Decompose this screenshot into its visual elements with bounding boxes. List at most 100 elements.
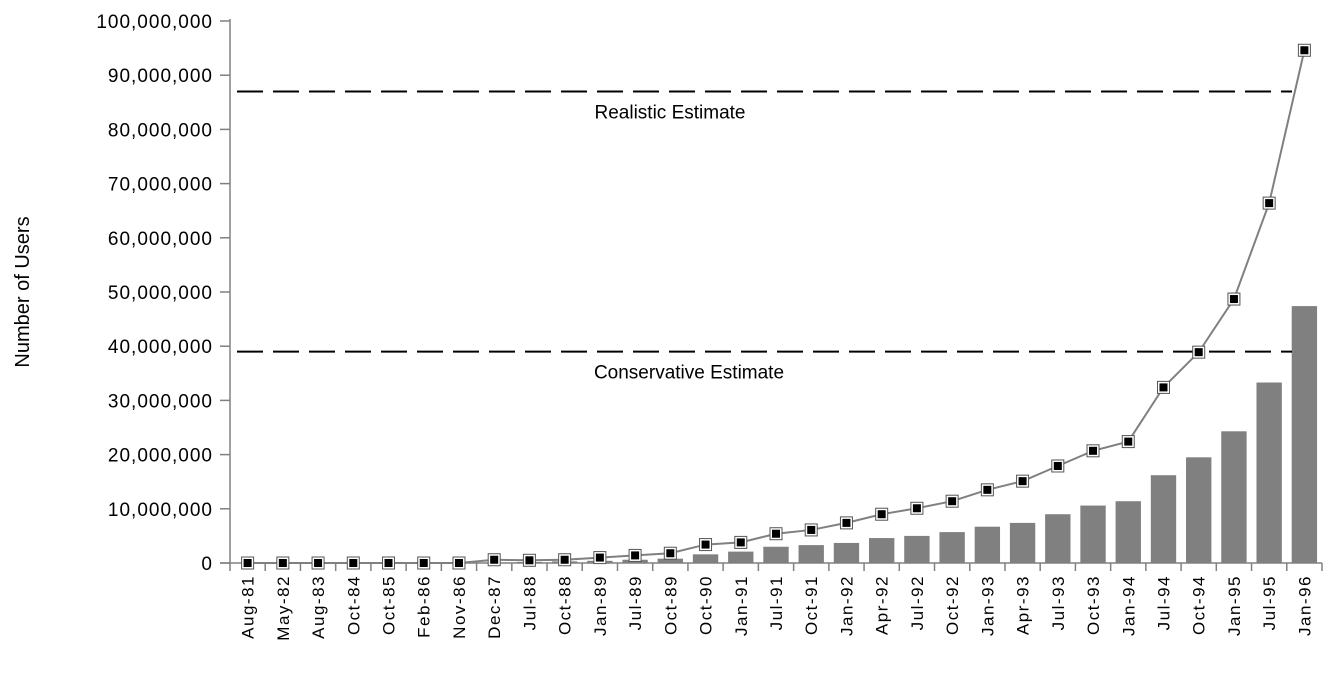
line-point — [663, 546, 677, 560]
line-point — [452, 556, 466, 570]
line-point — [346, 556, 360, 570]
x-tick-label: Oct-89 — [661, 575, 680, 635]
bar — [1256, 382, 1282, 563]
x-tick-label: Jul-95 — [1260, 575, 1279, 630]
bars-layer — [481, 306, 1318, 563]
line-point — [628, 548, 642, 562]
reference-line-label: Conservative Estimate — [594, 363, 784, 384]
reference-line-label: Realistic Estimate — [595, 102, 746, 123]
x-tick-label: Jan-92 — [837, 575, 856, 636]
x-tick-label: Jul-89 — [626, 575, 645, 630]
bar — [1080, 505, 1106, 563]
y-tick-label: 0 — [201, 554, 213, 575]
line-point — [804, 523, 818, 537]
y-tick-label: 80,000,000 — [108, 120, 213, 141]
x-tick-label: Jan-91 — [732, 575, 751, 636]
bar — [904, 535, 930, 563]
bar — [728, 551, 754, 563]
bar — [939, 532, 965, 563]
x-tick-label: May-82 — [274, 575, 293, 641]
bar — [1045, 514, 1071, 563]
x-tick-label: Dec-87 — [485, 575, 504, 639]
line-point — [593, 551, 607, 565]
line-point — [417, 556, 431, 570]
reference-lines-layer — [237, 90, 1292, 353]
line-point — [1156, 380, 1170, 394]
bar — [763, 546, 789, 563]
x-tick-label: Oct-92 — [943, 575, 962, 635]
line-point — [769, 527, 783, 541]
line-point — [558, 553, 572, 567]
line-point — [487, 553, 501, 567]
x-tick-label: Apr-92 — [873, 575, 892, 635]
y-tick-label: 50,000,000 — [108, 283, 213, 304]
line-series-layer — [241, 43, 1311, 570]
bar — [798, 545, 824, 563]
line-point — [1227, 292, 1241, 306]
bar — [657, 558, 684, 563]
x-tick-label: Jan-89 — [591, 575, 610, 636]
y-tick-label: 90,000,000 — [108, 66, 213, 87]
line-point — [699, 538, 713, 552]
x-tick-label: Oct-88 — [556, 575, 575, 635]
y-tick-label: 30,000,000 — [108, 391, 213, 412]
x-tick-label: Jul-88 — [520, 575, 539, 630]
x-tick-label: Jul-91 — [767, 575, 786, 630]
y-tick-label: 100,000,000 — [96, 12, 213, 33]
bar — [1115, 501, 1141, 563]
x-tick-label: Oct-85 — [380, 575, 399, 635]
line-point — [1121, 435, 1135, 449]
x-tick-label: Oct-90 — [697, 575, 716, 635]
line-point — [241, 556, 255, 570]
x-tick-label: Jul-92 — [908, 575, 927, 630]
bar — [1291, 306, 1318, 563]
x-tick-label: Oct-91 — [802, 575, 821, 635]
line-point — [382, 556, 396, 570]
line-point — [910, 501, 924, 515]
bar — [974, 526, 1001, 563]
line-point — [1016, 474, 1030, 488]
bar — [833, 542, 860, 563]
line-point — [980, 483, 994, 497]
y-tick-label: 10,000,000 — [108, 500, 213, 521]
x-tick-label: Aug-81 — [239, 575, 258, 639]
x-tick-label: Apr-93 — [1014, 575, 1033, 635]
line-point — [1051, 459, 1065, 473]
line-point — [945, 494, 959, 508]
x-tick-label: Nov-86 — [450, 575, 469, 639]
x-tick-label: Feb-86 — [415, 575, 434, 638]
y-tick-label: 20,000,000 — [108, 446, 213, 467]
x-tick-label: Jan-94 — [1119, 575, 1138, 636]
x-tick-label: Jan-96 — [1295, 575, 1314, 636]
x-tick-label: Jan-95 — [1225, 575, 1244, 636]
line-point — [1297, 43, 1311, 57]
bar — [692, 554, 719, 563]
line-point — [839, 516, 853, 530]
line-point — [1192, 345, 1206, 359]
bar — [1186, 457, 1212, 563]
line-point — [311, 556, 325, 570]
line-point — [1262, 196, 1276, 210]
x-tick-label: Aug-83 — [309, 575, 328, 639]
x-tick-label: Jan-93 — [978, 575, 997, 636]
x-tick-label: Oct-93 — [1084, 575, 1103, 635]
bar — [1150, 475, 1177, 563]
x-tick-label: Jul-94 — [1154, 575, 1173, 630]
bar — [868, 538, 895, 563]
line-point — [276, 556, 290, 570]
x-tick-label: Oct-94 — [1190, 575, 1209, 635]
line-point — [875, 507, 889, 521]
x-tick-label: Oct-84 — [344, 575, 363, 635]
line-point — [1086, 444, 1100, 458]
x-tick-label: Jul-93 — [1049, 575, 1068, 630]
series-line — [247, 50, 1306, 564]
y-tick-label: 60,000,000 — [108, 229, 213, 250]
line-point — [734, 535, 748, 549]
bar — [1221, 431, 1247, 563]
bar — [1009, 522, 1036, 563]
line-point — [522, 553, 536, 567]
y-tick-label: 70,000,000 — [108, 175, 213, 196]
y-tick-label: 40,000,000 — [108, 337, 213, 358]
